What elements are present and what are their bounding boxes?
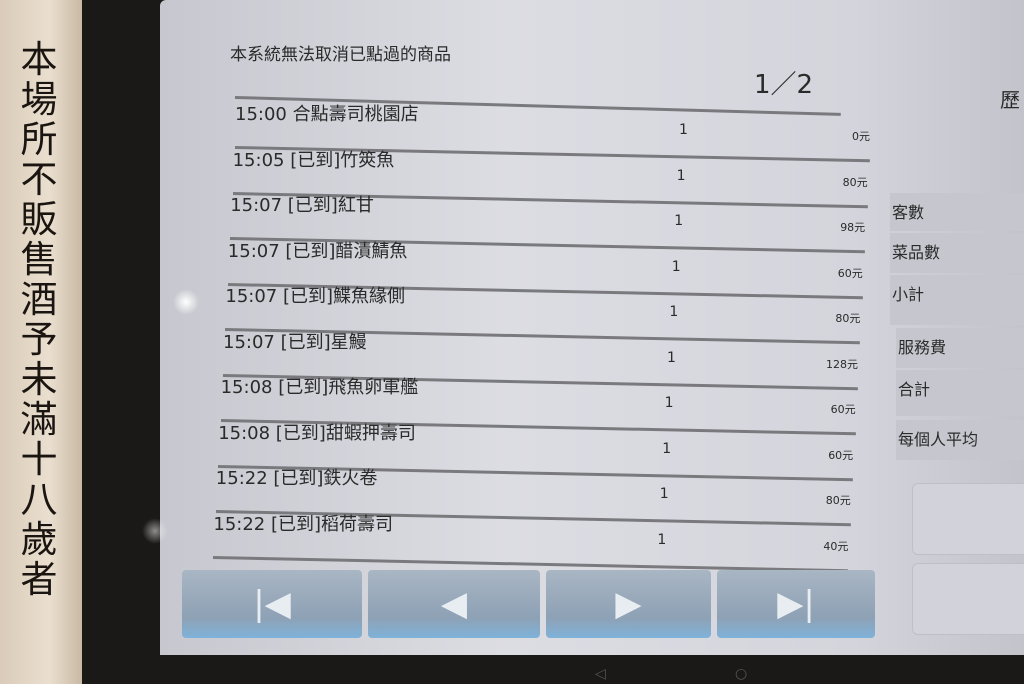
order-qty: 1 [679,122,688,138]
summary-label: 小計 [892,285,925,304]
summary-row: 服務費 [896,328,1024,368]
summary-row: 菜品數 [890,233,1024,273]
home-nav-icon[interactable]: ○ [735,666,748,682]
page-indicator: 1／2 [754,70,814,100]
order-item-name: 15:07 [已到]星鰻 [223,331,367,353]
summary-label: 客數 [892,203,925,222]
summary-row: 合計 [896,370,1024,416]
order-price: 128元 [826,357,858,371]
order-price: 60元 [828,448,854,462]
order-item-name: 15:07 [已到]鰈魚緣側 [225,286,406,307]
order-row[interactable]: 15:08 [已到]甜蝦押壽司 1 60元 [218,419,854,481]
order-item-name: 15:08 [已到]甜蝦押壽司 [218,422,416,444]
order-price: 80元 [842,175,868,189]
cancel-notice: 本系統無法取消已點過的商品 [230,45,451,65]
order-row[interactable]: 15:08 [已到]飛魚卵軍艦 1 60元 [220,373,856,436]
order-price: 60元 [830,403,856,416]
order-qty: 1 [671,258,681,275]
prev-page-button[interactable]: ◀ [368,570,540,638]
order-qty: 1 [674,213,684,229]
order-item-name: 15:05 [已到]竹筴魚 [232,149,395,171]
order-price: 98元 [840,221,866,234]
order-price: 80元 [835,312,861,325]
order-row[interactable]: 15:22 [已到]稻荷壽司 1 40元 [213,510,849,572]
order-item-name: 15:00 合點壽司桃園店 [235,104,419,125]
summary-label: 每個人平均 [898,430,979,449]
order-qty: 1 [662,440,672,457]
order-qty: 1 [659,486,669,502]
summary-label: 服務費 [898,338,947,357]
summary-label: 合計 [898,380,931,399]
order-row[interactable]: 15:22 [已到]鉄火卷 1 80元 [215,464,851,527]
back-nav-icon[interactable]: ◁ [595,666,606,682]
last-page-button[interactable]: ▶| [717,570,875,638]
action-button-1[interactable] [912,483,1024,555]
first-page-button[interactable]: |◀ [182,570,362,638]
order-qty: 1 [664,395,674,411]
order-row[interactable]: 15:07 [已到]紅甘 1 98元 [230,191,866,254]
order-row[interactable]: 15:05 [已到]竹筴魚 1 80元 [232,146,868,208]
summary-label: 菜品數 [892,243,941,262]
order-row[interactable]: 15:00 合點壽司桃園店 1 0元 [234,100,870,163]
next-page-icon: ▶ [615,584,642,624]
light-glare [173,289,199,315]
order-row[interactable]: 15:07 [已到]醋漬鯖魚 1 60元 [227,237,863,299]
order-qty: 1 [667,349,676,366]
order-item-name: 15:22 [已到]鉄火卷 [215,468,378,489]
first-page-icon: |◀ [253,584,291,624]
order-item-name: 15:07 [已到]醋漬鯖魚 [227,240,408,262]
order-row[interactable]: 15:07 [已到]星鰻 1 128元 [222,328,858,390]
summary-row: 每個人平均 [896,420,1024,460]
order-history-screen: 本系統無法取消已點過的商品 1／2 歷 15:00 合點壽司桃園店 1 0元 15:0… [160,0,1024,655]
order-item-name: 15:22 [已到]稻荷壽司 [213,513,394,535]
next-page-button[interactable]: ▶ [546,570,711,638]
order-qty: 1 [669,304,679,320]
order-item-name: 15:07 [已到]紅甘 [230,195,374,216]
light-glare [142,518,168,544]
order-item-name: 15:08 [已到]飛魚卵軍艦 [220,377,419,398]
summary-row: 客數 [890,193,1024,231]
order-qty: 1 [657,531,667,548]
last-page-icon: ▶| [777,584,815,624]
prev-page-icon: ◀ [440,584,468,624]
order-price: 40元 [823,539,849,553]
action-button-2[interactable] [912,563,1024,635]
order-price: 80元 [825,494,851,507]
sign-text: 本場所不販售酒予未滿十八歲者 [20,38,58,601]
summary-row: 小計 [890,275,1024,325]
order-price: 0元 [852,130,870,143]
history-title: 歷 [1000,88,1020,112]
age-restriction-sign: 本場所不販售酒予未滿十八歲者 [0,0,82,684]
order-row[interactable]: 15:07 [已到]鰈魚緣側 1 80元 [225,282,861,345]
order-price: 60元 [837,266,863,280]
order-qty: 1 [676,167,686,184]
